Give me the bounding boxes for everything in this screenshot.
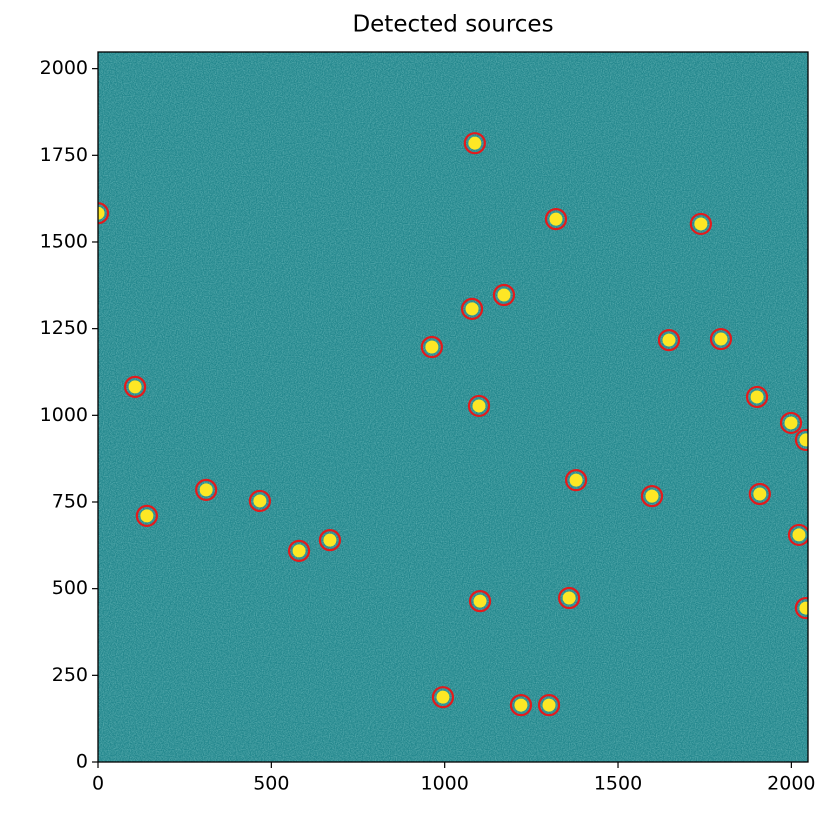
source-ring — [287, 539, 311, 562]
source-ring — [248, 489, 271, 513]
source-core — [425, 340, 439, 354]
source-ring — [794, 596, 808, 620]
image-noise — [98, 52, 808, 762]
source-core — [542, 698, 556, 712]
source-ring — [709, 327, 733, 351]
source-ring — [492, 283, 516, 307]
source-core — [562, 591, 576, 605]
y-tick-label: 750 — [52, 490, 88, 512]
source-core — [436, 690, 450, 704]
source-core — [98, 206, 105, 220]
source-core — [292, 544, 306, 558]
source-ring — [318, 529, 342, 552]
source-core — [323, 533, 337, 547]
x-tick-label: 0 — [92, 773, 104, 795]
source-ring — [420, 335, 443, 359]
source-ring — [135, 504, 158, 527]
marks — [98, 132, 808, 717]
source-ring — [544, 207, 568, 231]
y-tick-label: 1000 — [40, 404, 88, 426]
y-tick-label: 1750 — [40, 144, 88, 166]
source-core — [253, 494, 267, 508]
source-ring — [509, 694, 533, 717]
source-ring — [748, 482, 771, 506]
x-tick-label: 500 — [253, 773, 289, 795]
source-core — [799, 601, 808, 615]
y-tick-label: 500 — [52, 577, 88, 599]
source-core — [753, 487, 767, 501]
source-ring — [794, 428, 808, 452]
y-tick-label: 0 — [76, 751, 88, 773]
image — [98, 52, 808, 762]
source-ring — [460, 297, 484, 320]
source-ring — [431, 686, 455, 709]
source-ring — [468, 590, 492, 613]
source-core — [750, 390, 764, 404]
source-core — [549, 212, 563, 226]
x-tick-label: 1500 — [594, 773, 642, 795]
plot-frame — [97, 51, 809, 763]
source-ring — [98, 202, 110, 225]
source-core — [497, 288, 511, 302]
source-ring — [537, 694, 561, 717]
source-core — [714, 332, 728, 346]
source-core — [465, 302, 479, 316]
source-core — [472, 399, 486, 413]
source-ring — [558, 586, 581, 610]
source-core — [792, 528, 806, 542]
source-core — [799, 433, 808, 447]
source-core — [694, 217, 708, 231]
source-core — [784, 416, 798, 430]
source-ring — [779, 411, 803, 435]
y-tick-label: 1250 — [40, 317, 88, 339]
source-ring — [467, 394, 491, 418]
source-core — [569, 473, 583, 487]
source-core — [662, 333, 676, 347]
source-ring — [657, 328, 681, 352]
source-core — [645, 489, 659, 503]
source-ring — [195, 478, 218, 501]
source-core — [514, 698, 528, 712]
source-core — [128, 380, 142, 394]
source-core — [199, 483, 213, 497]
y-tick-label: 1500 — [40, 230, 88, 252]
source-ring — [640, 484, 664, 508]
chart-title: Detected sources — [352, 12, 553, 38]
source-ring — [564, 469, 588, 492]
source-ring — [123, 375, 147, 398]
x-tick-label: 2000 — [767, 773, 815, 795]
x-tick-label: 1000 — [421, 773, 469, 795]
y-tick-label: 2000 — [40, 57, 88, 79]
source-ring — [463, 132, 486, 155]
source-ring — [787, 523, 808, 547]
source-ring — [689, 212, 712, 236]
source-core — [473, 594, 487, 608]
y-tick-label: 250 — [52, 664, 88, 686]
source-core — [468, 136, 482, 150]
source-ring — [745, 385, 769, 409]
source-core — [140, 509, 154, 523]
